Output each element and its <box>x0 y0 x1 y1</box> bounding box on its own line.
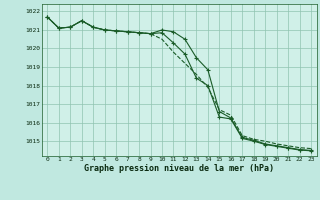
X-axis label: Graphe pression niveau de la mer (hPa): Graphe pression niveau de la mer (hPa) <box>84 164 274 173</box>
